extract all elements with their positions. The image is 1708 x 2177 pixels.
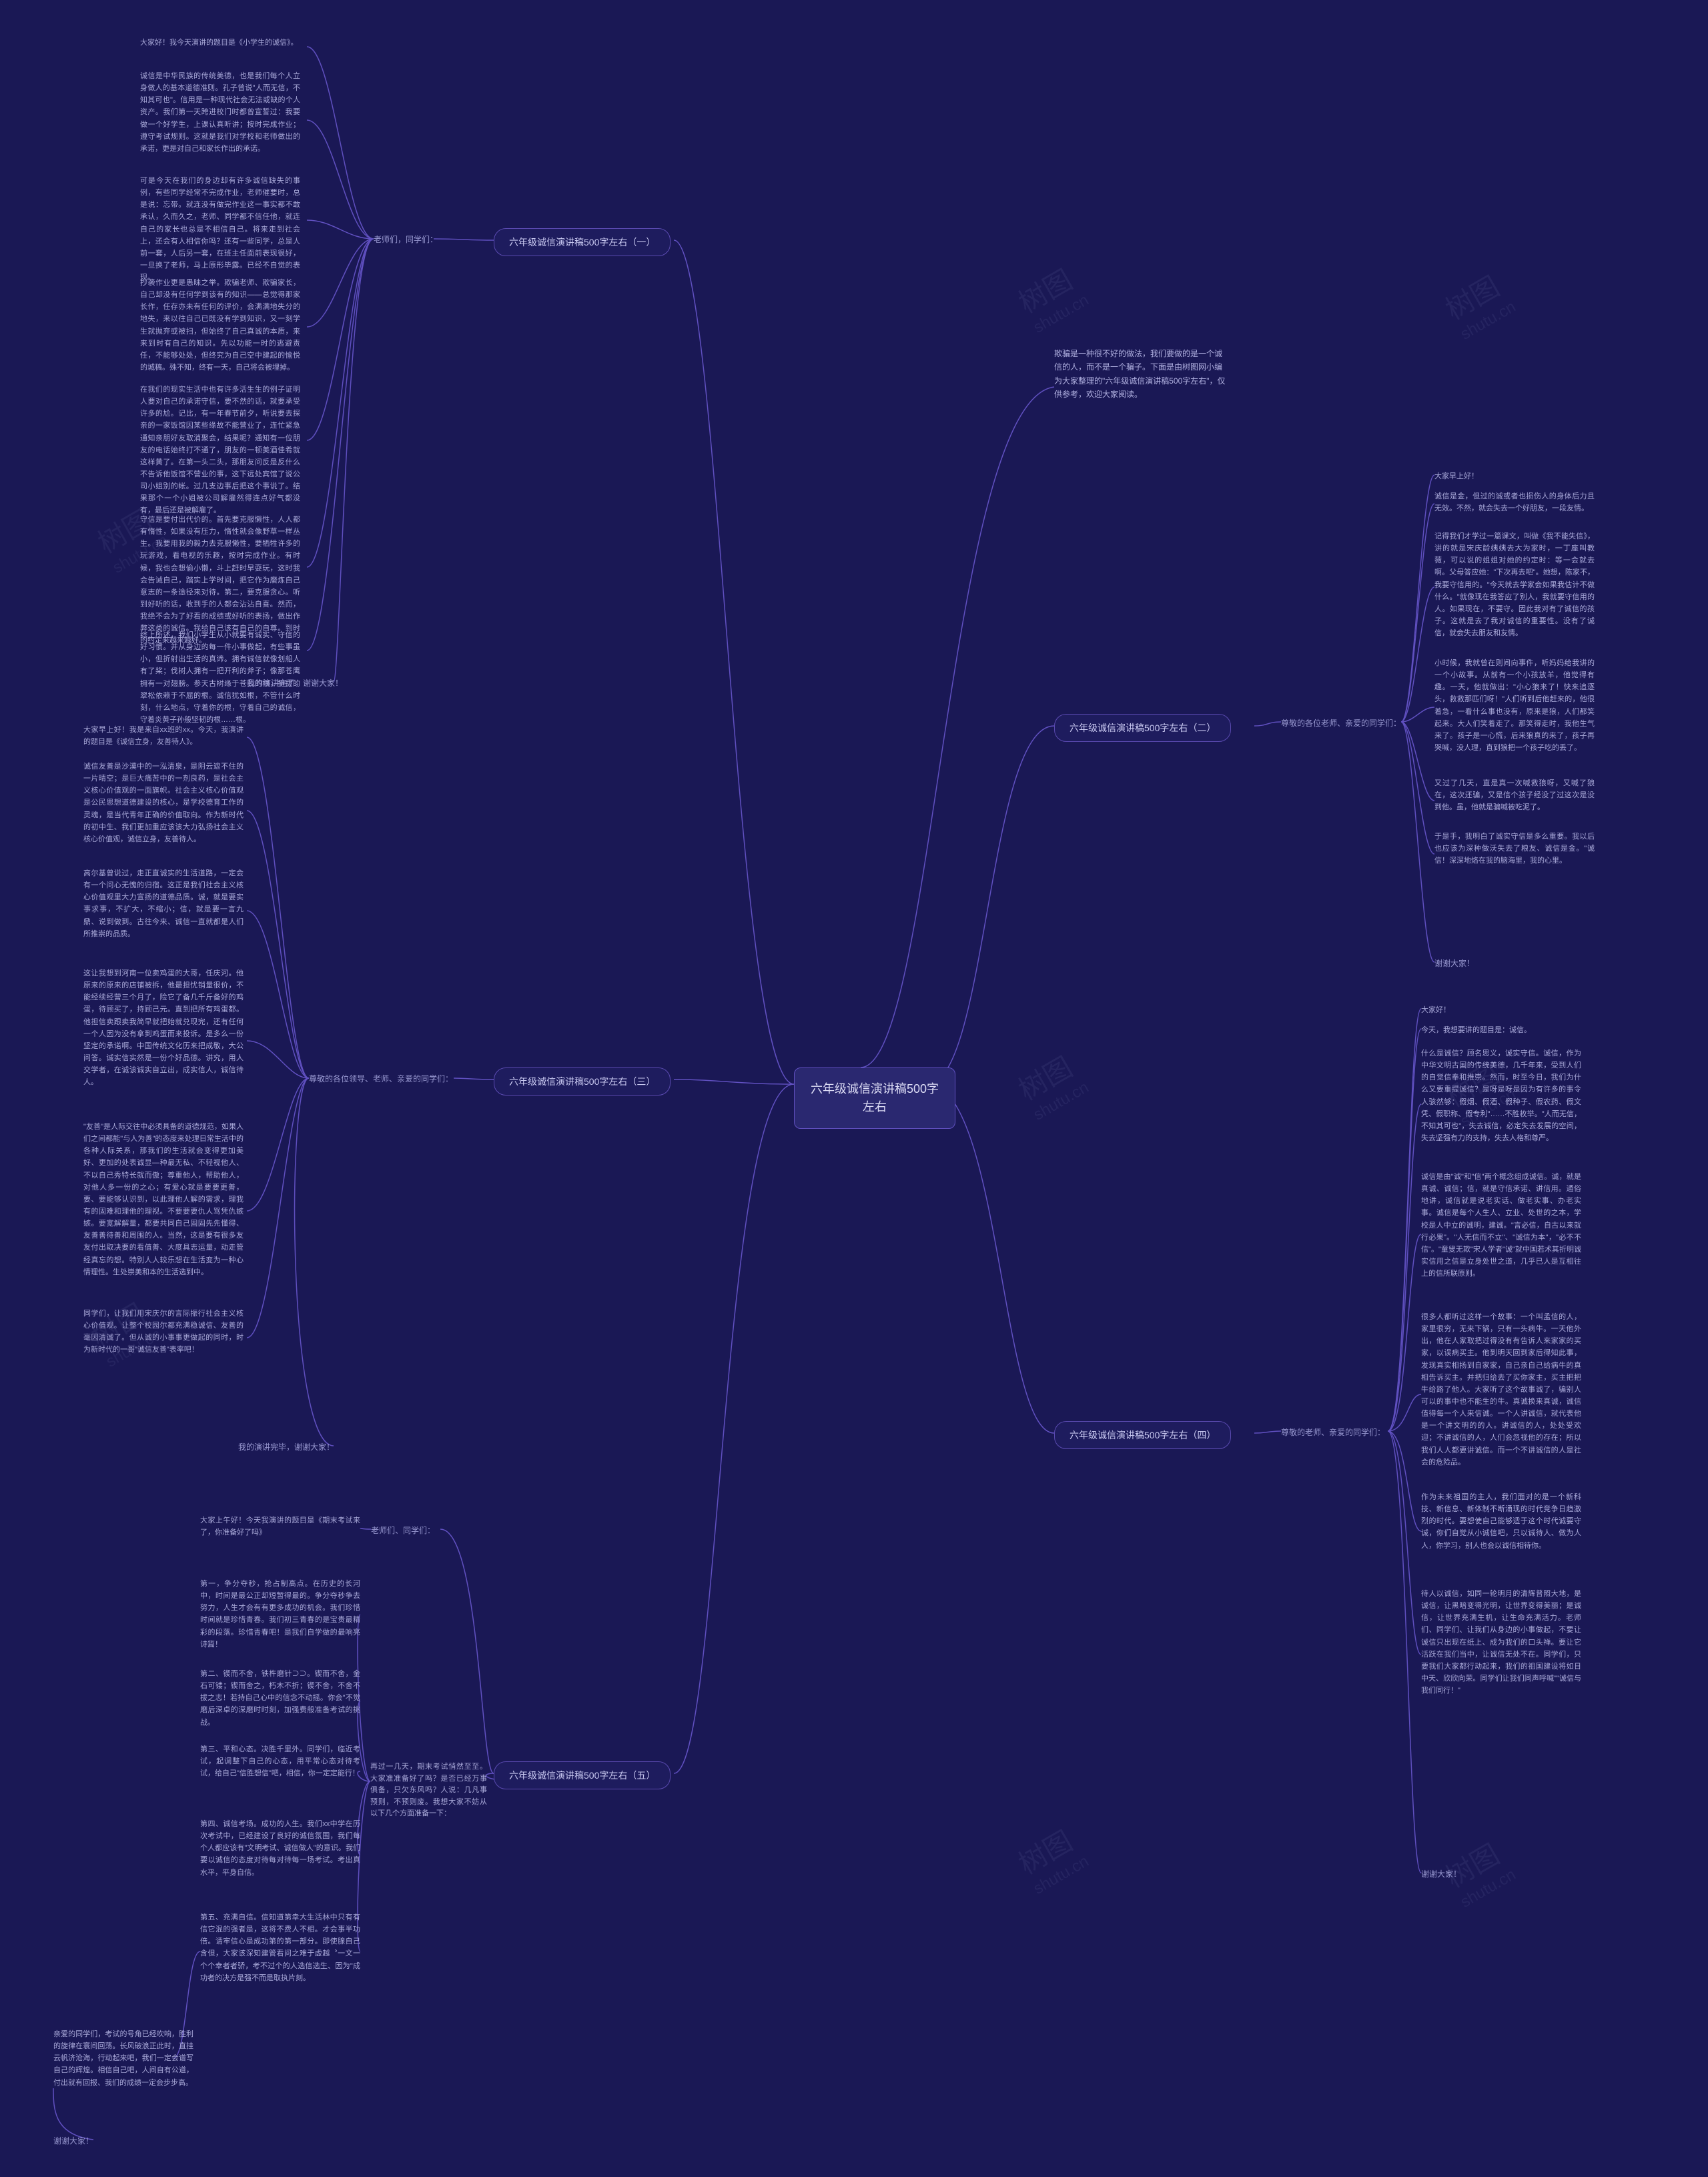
branch-2-block: 于是手，我明白了诚实守信是多么重要。我以后也应该为深种做沃失去了粮友、诚信是金。… (1434, 831, 1595, 867)
branch-4-block: 作为未来祖国的主人，我们面对的是一个新科技、新信息、新体制不断涌现的时代竞争日趋… (1421, 1491, 1581, 1552)
branch-2-block: 小时候，我就曾在则间向事件，听妈妈给我讲的一个小故事。从前有一个小孩放羊，他觉得… (1434, 657, 1595, 754)
branch-4-block: 什么是诚信？顾名思义，诚实守信。诚信，作为中华文明古国的传统美德，几千年来，受到… (1421, 1047, 1581, 1144)
branch-3-label: 尊敬的各位领导、老师、亲爱的同学们： (309, 1073, 453, 1084)
branch-5-block: 第三、平和心态。决胜千里外。同学们，临近考试，起调整下自己的心态，用平常心态对待… (200, 1743, 360, 1779)
branch-5-label2: 再过一几天，期末考试悄然至至。大家准准备好了吗？是否已经万事俱备，只欠东风吗？人… (370, 1761, 487, 1820)
branch-5-block: 第一，争分夺秒，抢占制高点。在历史的长河中，时间是最公正却短暂得最的。争分夺秒争… (200, 1578, 360, 1651)
branch-node-5: 六年级诚信演讲稿500字左右（五） (494, 1761, 671, 1789)
branch-5-extra: 亲爱的同学们，考试的号角已经吹响，胜利的旋律在寰间回荡。长风破浪正此时，直挂云帆… (53, 2028, 193, 2089)
branch-4-block: 很多人都听过这样一个故事：一个叫孟信的人，家里很穷，无来下锅，只有一头病牛。一天… (1421, 1311, 1581, 1468)
branch-2-label: 尊敬的各位老师、亲爱的同学们： (1281, 717, 1401, 729)
root-node: 六年级诚信演讲稿500字 左右 (794, 1067, 955, 1129)
branch-3-block: 高尔基曾说过，走正直诚实的生活道路，一定会有一个问心无愧的归宿。这正是我们社会主… (83, 867, 244, 940)
branch-2-block: 又过了几天，直是真一次喊救狼呀，又喊了狼在，这次还骗，又是信个孩子经没了过这次是… (1434, 777, 1595, 813)
watermark: 树图shutu.cn (1437, 262, 1519, 344)
branch-4-block: 今天，我想要讲的题目是：诚信。 (1421, 1024, 1581, 1036)
branch-1-block: 诚信是中华民族的传统美德，也是我们每个人立身做人的基本道德准则。孔子曾说"人而无… (140, 70, 300, 155)
branch-5-block: 大家上午好！今天我演讲的题目是《期末考试来了，你准备好了吗》 (200, 1514, 360, 1539)
branch-3-block: "友善"是人际交往中必须具备的道德规范，如果人们之间都能"与人为善"的态度来处理… (83, 1121, 244, 1278)
branch-3-block: 大家早上好！我是来自xx班的xx。今天，我演讲的题目是《诚信立身，友善待人》。 (83, 724, 244, 748)
branch-3-block: 这让我想到河南一位卖鸡蛋的大哥，任庆河。他原来的原来的店铺被拆，他最担忧销量很价… (83, 967, 244, 1088)
branch-node-3: 六年级诚信演讲稿500字左右（三） (494, 1067, 671, 1096)
branch-1-label: 老师们，同学们： (374, 234, 438, 245)
branch-1-block: 抄袭作业更是愚昧之举。欺骗老师、欺骗家长，自己却没有任何学到该有的知识——总觉得… (140, 277, 300, 374)
branch-4-block: 待人以诚信，如同一轮明月的清辉普照大地，是诚信，让黑暗变得光明，让世界变得美丽；… (1421, 1588, 1581, 1697)
watermark: 树图shutu.cn (1010, 1043, 1092, 1124)
branch-5-block: 第二、锲而不舍，铁杵磨针⊃⊃。锲而不舍，金石可镂；锲而舍之，朽木不折；锲不舍，不… (200, 1668, 360, 1729)
branch-node-2: 六年级诚信演讲稿500字左右（二） (1054, 714, 1231, 742)
branch-1-block: 可是今天在我们的身边却有许多诚信缺失的事例，有些同学经常不完成作业，老师催要时，… (140, 175, 300, 284)
branch-3-block: 诚信友善是沙漠中的一泓清泉，是阴云遮不住的一片晴空；是巨大痛苦中的一剂良药，是社… (83, 761, 244, 845)
branch-4-block: 大家好！ (1421, 1004, 1581, 1016)
branch-5-closing: 谢谢大家！ (53, 2135, 93, 2146)
branch-2-block: 大家早上好！ (1434, 470, 1595, 482)
watermark: 树图shutu.cn (1010, 256, 1092, 337)
intro-text: 欺骗是一种很不好的做法，我们要做的是一个诚信的人，而不是一个骗子。下面是由树图网… (1054, 347, 1228, 402)
branch-1-block: 在我们的现实生活中也有许多活生生的例子证明人要对自己的承诺守信，要不然的话，就要… (140, 384, 300, 517)
branch-4-label: 尊敬的老师、亲爱的同学们： (1281, 1426, 1385, 1438)
branch-2-block: 诚信是金，但过的诚或者也损伤人的身体后力且无效。不然，就会失去一个好朋友，一段友… (1434, 490, 1595, 514)
branch-node-1: 六年级诚信演讲稿500字左右（一） (494, 228, 671, 256)
branch-5-block: 第四、诚信考场。成功的人生。我们xx中学在历次考试中，已经建设了良好的诚信氛围，… (200, 1818, 360, 1879)
branch-3-closing: 我的演讲完毕，谢谢大家！ (238, 1441, 334, 1452)
branch-2-block: 记得我们才学过一篇课文，叫做《我不能失信》，讲的就是宋庆龄姨姨去大为家时，一丁座… (1434, 530, 1595, 639)
watermark: 树图shutu.cn (1010, 1817, 1092, 1898)
branch-2-closing: 谢谢大家！ (1434, 957, 1474, 969)
branch-1-block: 大家好！我今天演讲的题目是《小学生的诚信》。 (140, 37, 300, 49)
branch-3-block: 同学们，让我们用宋庆尔的言际振行社会主义核心价值观。让整个校园尔都充满稳诚信、友… (83, 1308, 244, 1356)
branch-4-block: 诚信是由"诚"和"信"两个概念组成诚信。诚，就是真诚、诚信；信，就是守信承诺、讲… (1421, 1171, 1581, 1280)
branch-5-label: 老师们、同学们： (371, 1525, 435, 1536)
branch-1-block: 守信是要付出代价的。首先要克服懒性，人人都有惰性，如果没有压力，惰性就会像野草一… (140, 514, 300, 647)
branch-1-closing: 我的演讲完了，谢谢大家！ (247, 677, 343, 689)
branch-node-4: 六年级诚信演讲稿500字左右（四） (1054, 1421, 1231, 1449)
branch-4-closing: 谢谢大家！ (1421, 1868, 1461, 1879)
branch-5-block: 第五、充满自信。信知道第幸大生活林中只有有信它混的强者是，这将不费人不相。才会事… (200, 1911, 360, 1984)
